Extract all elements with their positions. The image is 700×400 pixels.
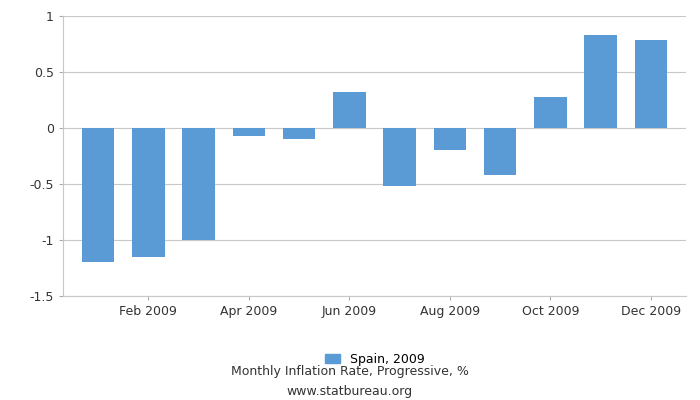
Bar	[132, 128, 164, 257]
Bar	[484, 128, 517, 175]
Bar	[182, 128, 215, 240]
Bar	[634, 40, 667, 128]
Bar	[82, 128, 115, 262]
Text: www.statbureau.org: www.statbureau.org	[287, 386, 413, 398]
Bar	[384, 128, 416, 186]
Bar	[333, 92, 365, 128]
Bar	[534, 97, 567, 128]
Bar	[283, 128, 316, 139]
Bar	[232, 128, 265, 136]
Bar	[433, 128, 466, 150]
Legend: Spain, 2009: Spain, 2009	[325, 353, 424, 366]
Text: Monthly Inflation Rate, Progressive, %: Monthly Inflation Rate, Progressive, %	[231, 366, 469, 378]
Bar	[584, 35, 617, 128]
